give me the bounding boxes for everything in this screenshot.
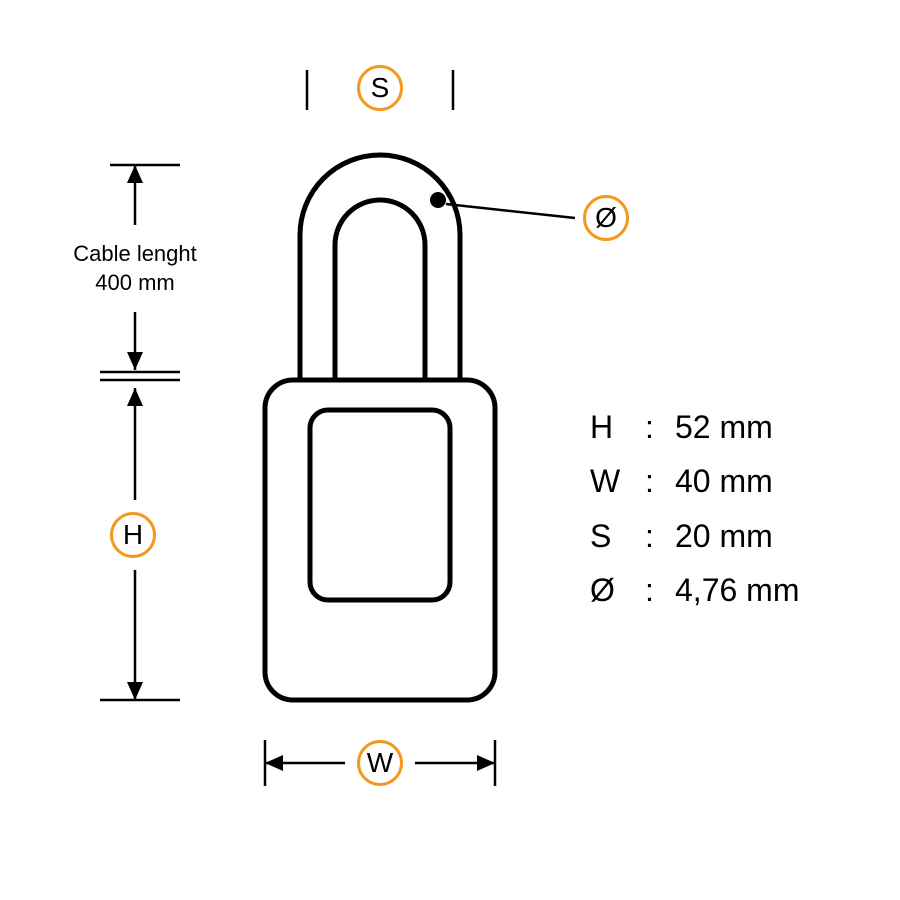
spec-key: W: [590, 454, 645, 508]
cable-length-label: Cable lenght 400 mm: [40, 240, 230, 297]
spec-colon: :: [645, 563, 675, 617]
spec-row-h: H : 52 mm: [590, 400, 799, 454]
spec-key: S: [590, 509, 645, 563]
spec-value: 52 mm: [675, 400, 773, 454]
badge-w-label: W: [367, 747, 393, 779]
spec-table: H : 52 mm W : 40 mm S : 20 mm Ø : 4,76 m…: [590, 400, 799, 618]
spec-value: 40 mm: [675, 454, 773, 508]
spec-key: Ø: [590, 563, 645, 617]
diagram-canvas: S H W Ø Cable lenght 400 mm H : 52 mm W …: [0, 0, 900, 900]
spec-value: 20 mm: [675, 509, 773, 563]
badge-h: H: [110, 512, 156, 558]
spec-colon: :: [645, 509, 675, 563]
badge-h-label: H: [123, 519, 143, 551]
badge-s: S: [357, 65, 403, 111]
spec-colon: :: [645, 400, 675, 454]
cable-length-line1: Cable lenght: [40, 240, 230, 269]
badge-w: W: [357, 740, 403, 786]
spec-row-w: W : 40 mm: [590, 454, 799, 508]
spec-row-s: S : 20 mm: [590, 509, 799, 563]
spec-key: H: [590, 400, 645, 454]
badge-s-label: S: [371, 72, 390, 104]
cable-length-line2: 400 mm: [40, 269, 230, 298]
badge-diameter-label: Ø: [595, 202, 617, 234]
spec-row-diameter: Ø : 4,76 mm: [590, 563, 799, 617]
spec-value: 4,76 mm: [675, 563, 799, 617]
badge-diameter: Ø: [583, 195, 629, 241]
spec-colon: :: [645, 454, 675, 508]
